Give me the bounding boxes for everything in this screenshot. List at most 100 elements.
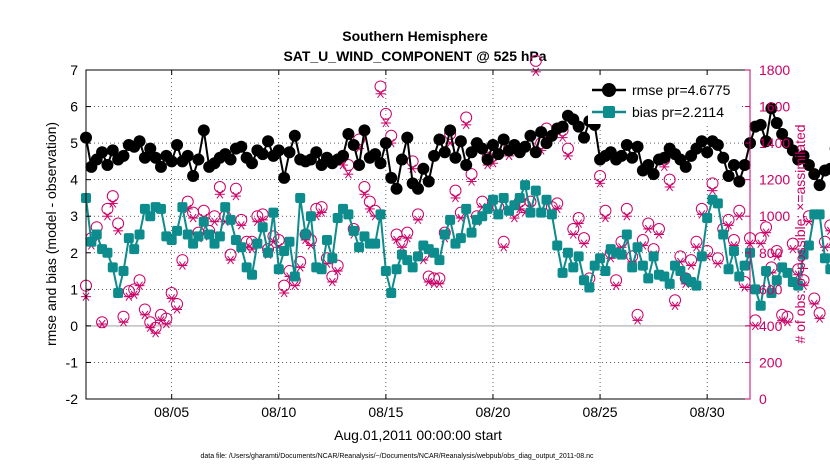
asterisk-stroke bbox=[714, 259, 722, 269]
bias-point bbox=[761, 266, 772, 277]
assimilated-obs-point bbox=[557, 133, 568, 142]
assimilated-obs-point bbox=[230, 191, 241, 201]
bias-point bbox=[236, 242, 247, 253]
bias-point bbox=[182, 229, 193, 240]
legend-rmse-label: rmse pr=4.6775 bbox=[632, 82, 731, 98]
assimilated-obs-point bbox=[423, 277, 434, 287]
bias-point bbox=[616, 249, 627, 260]
rmse-point bbox=[519, 140, 532, 153]
asterisk-stroke bbox=[366, 204, 374, 214]
asterisk-stroke bbox=[253, 217, 261, 227]
bias-point bbox=[263, 247, 274, 258]
rmse-point bbox=[481, 153, 494, 166]
rmse-point bbox=[310, 146, 323, 159]
assimilated-obs-point bbox=[664, 182, 675, 192]
rmse-point bbox=[337, 149, 350, 162]
bias-point bbox=[247, 269, 257, 280]
asterisk-stroke bbox=[725, 221, 732, 230]
asterisk-stroke bbox=[773, 252, 781, 261]
asterisk-stroke bbox=[751, 321, 759, 331]
possible-obs-point bbox=[599, 204, 612, 217]
assimilated-obs-point bbox=[279, 288, 290, 298]
possible-obs-point bbox=[460, 111, 473, 124]
bias-point bbox=[632, 242, 643, 253]
bias-point bbox=[123, 233, 134, 244]
bias-point bbox=[407, 262, 418, 273]
possible-obs-point bbox=[824, 219, 830, 232]
rmse-point bbox=[556, 120, 569, 133]
bias-point bbox=[600, 266, 611, 277]
bias-point bbox=[627, 262, 638, 273]
asterisk-stroke bbox=[361, 189, 368, 199]
rmse-point bbox=[278, 171, 291, 184]
y-tick-label: 2 bbox=[70, 245, 78, 261]
possible-obs-point bbox=[96, 316, 109, 329]
bias-point bbox=[739, 260, 750, 271]
assimilated-obs-point bbox=[498, 242, 509, 252]
assimilated-obs-point bbox=[375, 89, 386, 99]
bias-point bbox=[750, 284, 761, 295]
asterisk-stroke bbox=[687, 261, 695, 270]
y-axis-left: -2 -1 0 1 2 3 4 5 6 7 bbox=[66, 62, 91, 407]
asterisk-stroke bbox=[104, 211, 111, 221]
rmse-point bbox=[401, 131, 414, 144]
asterisk-stroke bbox=[612, 281, 620, 290]
assimilated-obs-point bbox=[289, 281, 300, 290]
y-tick-label: 5 bbox=[70, 135, 78, 151]
assimilated-obs-point bbox=[691, 242, 702, 252]
bias-point bbox=[220, 202, 231, 213]
bias-point bbox=[798, 249, 809, 260]
bias-point bbox=[354, 242, 365, 253]
possible-obs-point bbox=[449, 184, 462, 197]
rmse-point bbox=[808, 168, 821, 181]
rmse-point bbox=[460, 159, 473, 172]
possible-obs-point bbox=[524, 195, 537, 208]
bias-point bbox=[728, 245, 739, 256]
assimilated-obs-point bbox=[145, 323, 156, 333]
asterisk-stroke bbox=[826, 226, 830, 232]
asterisk-stroke bbox=[436, 279, 443, 289]
asterisk-stroke bbox=[136, 281, 143, 290]
x-tick-label: 08/20 bbox=[475, 404, 510, 420]
assimilated-obs-point bbox=[755, 239, 766, 248]
asterisk-stroke bbox=[146, 323, 154, 333]
asterisk-stroke bbox=[162, 319, 170, 329]
possible-obs-point bbox=[358, 180, 371, 193]
asterisk-stroke bbox=[328, 277, 336, 287]
rmse-point bbox=[138, 151, 151, 164]
bias-point bbox=[129, 244, 140, 255]
assimilated-obs-point bbox=[113, 226, 124, 236]
bias-point bbox=[166, 234, 177, 245]
rmse-point bbox=[422, 175, 435, 188]
rmse-point bbox=[256, 148, 269, 161]
y-axis-right: 0 200 400 600 800 1000 1200 1400 1600 1800 bbox=[745, 62, 790, 407]
asterisk-stroke bbox=[468, 177, 475, 186]
y2-tick-label: 1200 bbox=[759, 172, 790, 188]
bias-point bbox=[455, 233, 466, 244]
asterisk-stroke bbox=[500, 242, 508, 252]
asterisk-stroke bbox=[216, 189, 224, 199]
rmse-point bbox=[626, 151, 639, 164]
bias-point bbox=[305, 211, 316, 222]
bias-point bbox=[530, 185, 541, 196]
rmse-point bbox=[438, 146, 451, 159]
rmse-point bbox=[390, 182, 403, 195]
possible-obs-point bbox=[529, 54, 542, 67]
rmse-point bbox=[412, 182, 424, 195]
bias-point bbox=[552, 240, 563, 251]
assimilated-obs-point bbox=[632, 316, 643, 325]
assimilated-obs-point bbox=[295, 263, 306, 272]
assimilated-obs-point bbox=[643, 224, 654, 234]
assimilated-obs-point bbox=[782, 317, 793, 327]
rmse-point bbox=[813, 179, 826, 192]
bias-point bbox=[712, 198, 723, 209]
y2-tick-label: 0 bbox=[759, 391, 767, 407]
assimilated-obs-point bbox=[814, 314, 825, 323]
bias-point bbox=[702, 213, 713, 224]
bias-point bbox=[177, 202, 188, 213]
asterisk-stroke bbox=[125, 292, 133, 301]
assimilated-obs-point bbox=[380, 118, 391, 128]
assimilated-obs-point bbox=[761, 228, 772, 237]
asterisk-stroke bbox=[789, 244, 797, 254]
legend: rmse pr=4.6775 bias pr=2.2114 bbox=[588, 76, 742, 124]
